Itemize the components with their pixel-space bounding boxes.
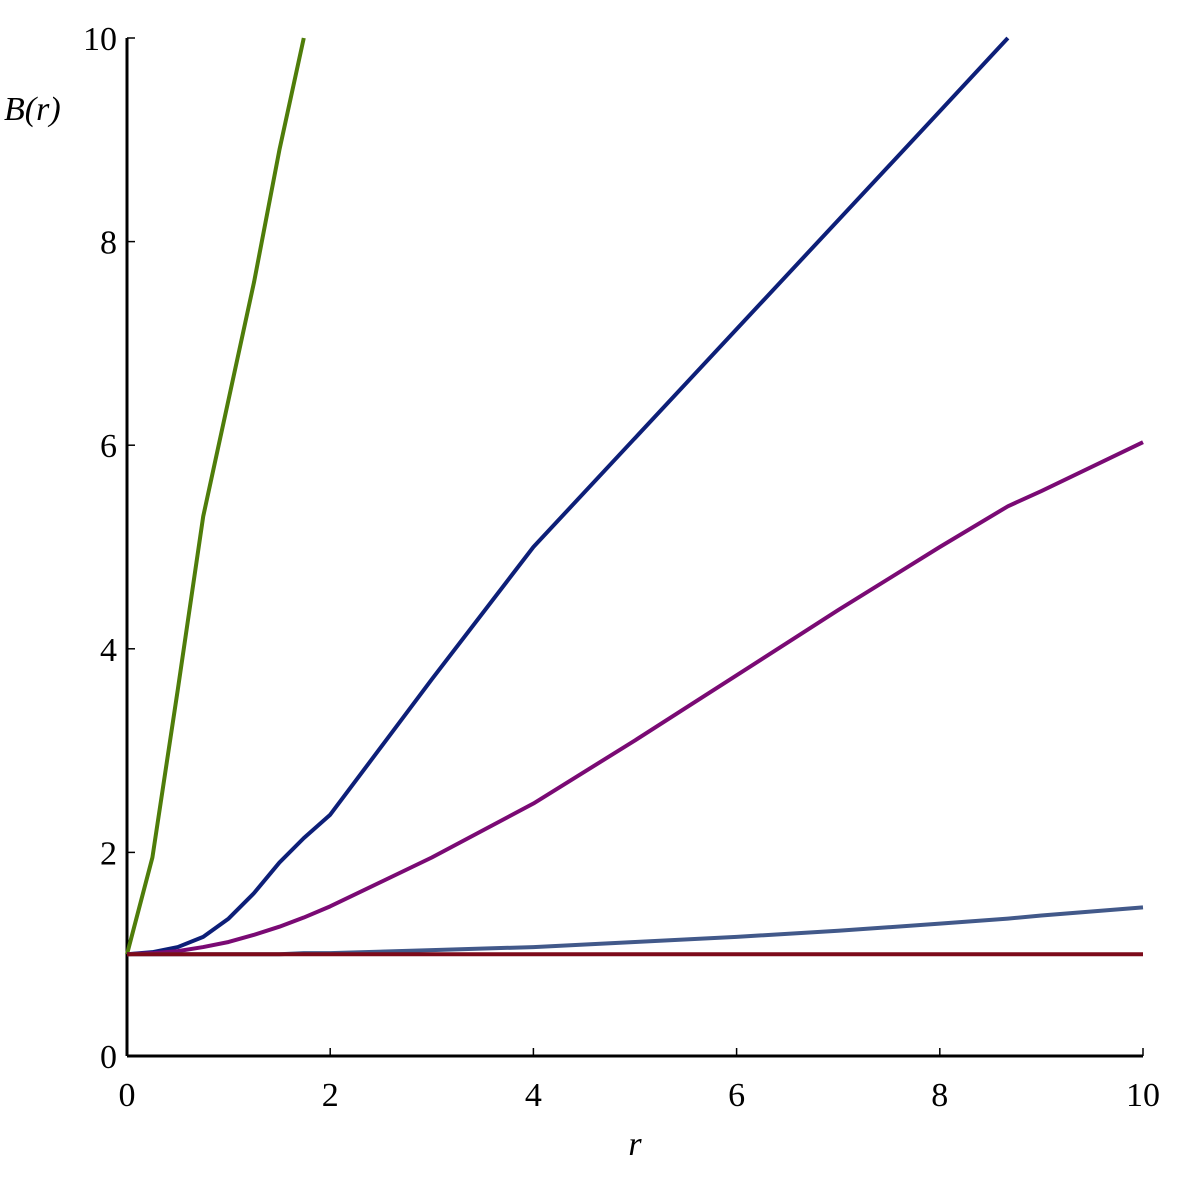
x-tick-label: 8 xyxy=(931,1077,948,1114)
line-series xyxy=(125,37,306,955)
y-axis-label: B(r) xyxy=(4,91,61,128)
y-tick-label: 6 xyxy=(100,428,117,465)
x-tick-label: 6 xyxy=(728,1077,745,1114)
y-tick-label: 10 xyxy=(83,21,117,58)
x-tick-label: 2 xyxy=(322,1077,339,1114)
y-tick-label: 0 xyxy=(100,1039,117,1076)
line-series xyxy=(127,905,1144,957)
y-tick-label: 8 xyxy=(100,225,117,262)
line-series xyxy=(126,36,1010,957)
line-series xyxy=(126,440,1144,957)
x-axis-label: r xyxy=(628,1126,642,1163)
x-tick-label: 4 xyxy=(525,1077,542,1114)
x-tick-label: 0 xyxy=(119,1077,136,1114)
x-tick-label: 10 xyxy=(1126,1077,1160,1114)
y-tick-label: 2 xyxy=(100,835,117,872)
y-tick-label: 4 xyxy=(100,632,117,669)
